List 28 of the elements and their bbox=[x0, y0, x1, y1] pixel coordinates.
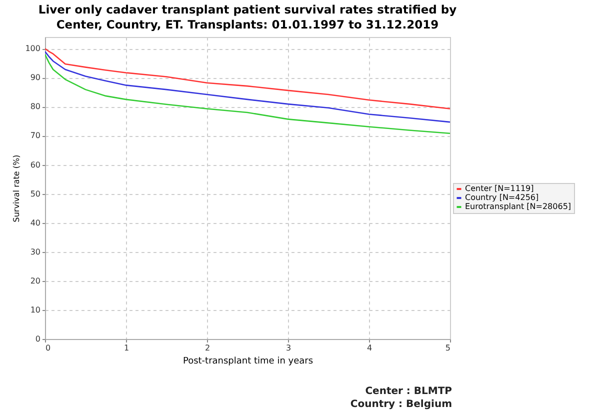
y-tick-label: 20 bbox=[30, 276, 40, 286]
y-tick-label: 40 bbox=[30, 218, 40, 228]
y-tick-label: 80 bbox=[30, 102, 40, 112]
y-tick-label: 70 bbox=[30, 131, 40, 140]
x-tick-label: 1 bbox=[124, 344, 130, 352]
legend-label: Country [N=4256] bbox=[465, 193, 539, 202]
x-tick-label: 2 bbox=[204, 344, 210, 352]
legend-label: Eurotransplant [N=28065] bbox=[465, 202, 572, 211]
y-tick-label: 50 bbox=[30, 189, 40, 198]
line-series bbox=[45, 50, 450, 123]
y-axis-title: Survival rate (%) bbox=[12, 154, 22, 222]
x-tick-label: 3 bbox=[286, 344, 292, 352]
line-series bbox=[45, 48, 450, 110]
y-tick-label: 10 bbox=[30, 305, 40, 314]
y-tick-label: 100 bbox=[25, 44, 40, 54]
legend-label: Center [N=1119] bbox=[465, 184, 534, 193]
y-tick-label: 30 bbox=[30, 247, 40, 256]
y-tick-label: 90 bbox=[30, 73, 40, 82]
y-tick-label: 60 bbox=[30, 160, 40, 170]
chart-title: Liver only cadaver transplant patient survival rates stratified by Center, Country, ET. Transplants: 01.01.1997 to 31.12.2019 bbox=[38, 2, 458, 32]
text: Center : BLMTP bbox=[364, 385, 452, 398]
x-tick-label: 4 bbox=[366, 344, 372, 352]
y-tick-label: 0 bbox=[35, 334, 40, 344]
x-axis-title: Post-transplant time in years bbox=[182, 356, 314, 366]
text: Country : Belgium bbox=[349, 398, 452, 411]
line-series bbox=[45, 54, 450, 134]
x-tick-label: 0 bbox=[46, 344, 51, 352]
x-tick-label: 5 bbox=[445, 344, 450, 352]
